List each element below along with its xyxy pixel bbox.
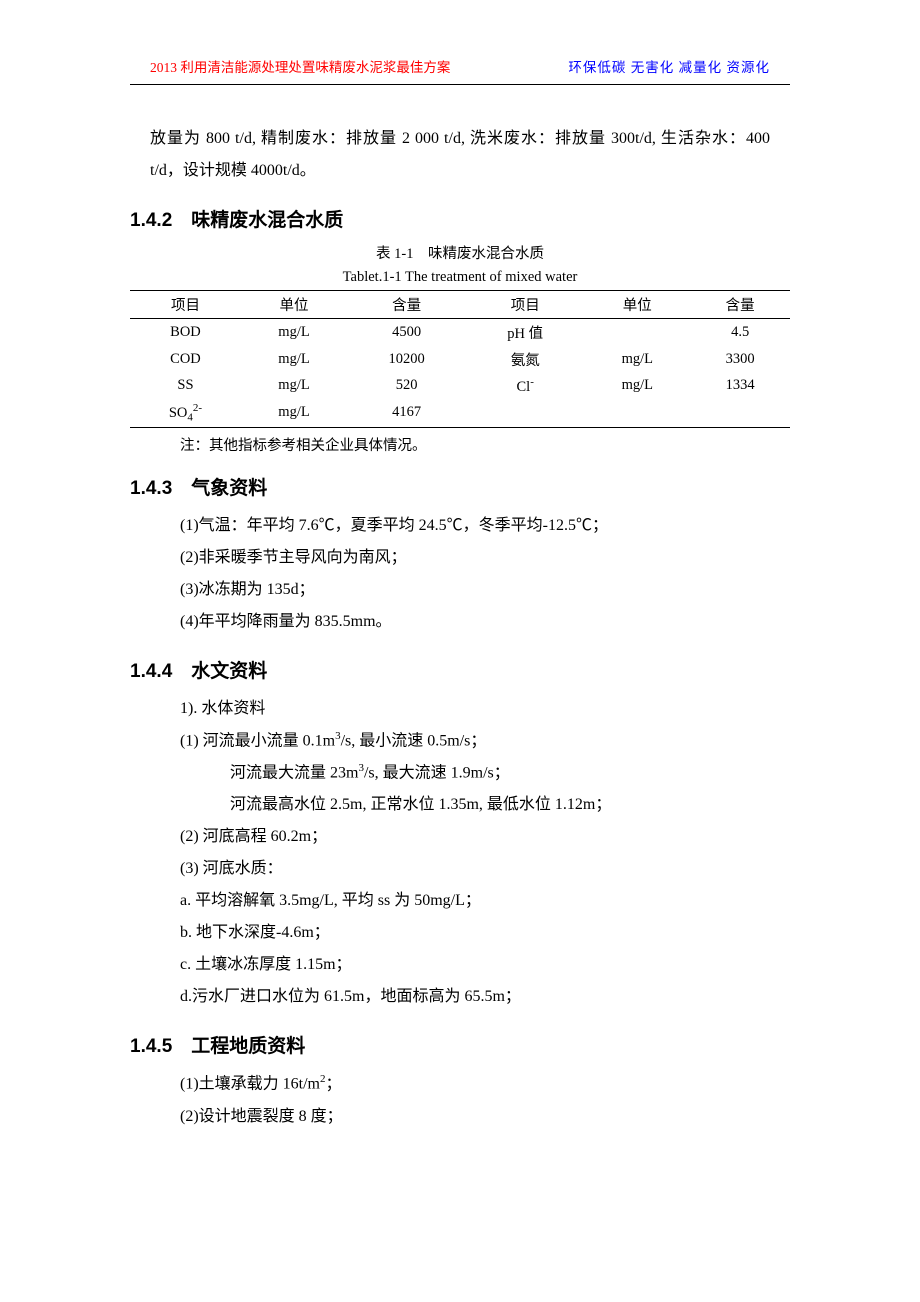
list-item: 河流最高水位 2.5m, 正常水位 1.35m, 最低水位 1.12m；	[130, 789, 790, 821]
td: 10200	[347, 346, 466, 373]
list-item: (1) 河流最小流量 0.1m3/s, 最小流速 0.5m/s；	[130, 725, 790, 757]
td	[690, 399, 790, 427]
th: 单位	[584, 291, 690, 319]
td: pH 值	[466, 319, 584, 347]
td: mg/L	[584, 373, 690, 399]
td: 3300	[690, 346, 790, 373]
page-header: 2013 利用清洁能源处理处置味精废水泥浆最佳方案 环保低碳 无害化 减量化 资…	[130, 56, 790, 85]
list-item: 河流最大流量 23m3/s, 最大流速 1.9m/s；	[130, 757, 790, 789]
th: 含量	[347, 291, 466, 319]
td	[466, 399, 584, 427]
intro-paragraph: 放量为 800 t/d, 精制废水：排放量 2 000 t/d, 洗米废水：排放…	[130, 123, 790, 187]
header-right: 环保低碳 无害化 减量化 资源化	[568, 56, 770, 76]
table-row: BOD mg/L 4500 pH 值 4.5	[130, 319, 790, 347]
list-item: (3)冰冻期为 135d；	[130, 574, 790, 606]
table-note: 注：其他指标参考相关企业具体情况。	[130, 432, 790, 455]
td: 4.5	[690, 319, 790, 347]
list-item: (1)气温：年平均 7.6℃，夏季平均 24.5℃，冬季平均-12.5℃；	[130, 510, 790, 542]
list-item: (2)非采暖季节主导风向为南风；	[130, 542, 790, 574]
heading-143: 1.4.3 气象资料	[130, 473, 790, 500]
td: 1334	[690, 373, 790, 399]
heading-142: 1.4.2 味精废水混合水质	[130, 205, 790, 232]
list-item: (1)土壤承载力 16t/m2；	[130, 1068, 790, 1100]
th: 含量	[690, 291, 790, 319]
th: 单位	[241, 291, 347, 319]
td: BOD	[130, 319, 241, 347]
td: 氨氮	[466, 346, 584, 373]
td: SS	[130, 373, 241, 399]
list-item: 1). 水体资料	[130, 693, 790, 725]
table-row: COD mg/L 10200 氨氮 mg/L 3300	[130, 346, 790, 373]
list-item: (3) 河底水质：	[130, 853, 790, 885]
list-item: d.污水厂进口水位为 61.5m，地面标高为 65.5m；	[130, 981, 790, 1013]
list-item: c. 土壤冰冻厚度 1.15m；	[130, 949, 790, 981]
td: Cl-	[466, 373, 584, 399]
table-row: SS mg/L 520 Cl- mg/L 1334	[130, 373, 790, 399]
td: 4500	[347, 319, 466, 347]
header-left: 2013 利用清洁能源处理处置味精废水泥浆最佳方案	[150, 56, 450, 76]
mixed-water-table: 项目 单位 含量 项目 单位 含量 BOD mg/L 4500 pH 值 4.5…	[130, 290, 790, 428]
td: mg/L	[241, 346, 347, 373]
table-header-row: 项目 单位 含量 项目 单位 含量	[130, 291, 790, 319]
list-item: (2) 河底高程 60.2m；	[130, 821, 790, 853]
th: 项目	[466, 291, 584, 319]
td: mg/L	[584, 346, 690, 373]
table-row: SO42- mg/L 4167	[130, 399, 790, 427]
table-subcaption: Tablet.1-1 The treatment of mixed water	[130, 269, 790, 286]
th: 项目	[130, 291, 241, 319]
td: mg/L	[241, 399, 347, 427]
list-item: (4)年平均降雨量为 835.5mm。	[130, 606, 790, 638]
td: 4167	[347, 399, 466, 427]
td: mg/L	[241, 319, 347, 347]
list-item: a. 平均溶解氧 3.5mg/L, 平均 ss 为 50mg/L；	[130, 885, 790, 917]
td: mg/L	[241, 373, 347, 399]
list-item: b. 地下水深度-4.6m；	[130, 917, 790, 949]
td	[584, 319, 690, 347]
list-item: (2)设计地震裂度 8 度；	[130, 1101, 790, 1133]
td: 520	[347, 373, 466, 399]
heading-145: 1.4.5 工程地质资料	[130, 1031, 790, 1058]
document-page: 2013 利用清洁能源处理处置味精废水泥浆最佳方案 环保低碳 无害化 减量化 资…	[0, 0, 920, 1173]
heading-144: 1.4.4 水文资料	[130, 656, 790, 683]
td: SO42-	[130, 399, 241, 427]
td	[584, 399, 690, 427]
td: COD	[130, 346, 241, 373]
table-caption: 表 1-1 味精废水混合水质	[130, 242, 790, 263]
